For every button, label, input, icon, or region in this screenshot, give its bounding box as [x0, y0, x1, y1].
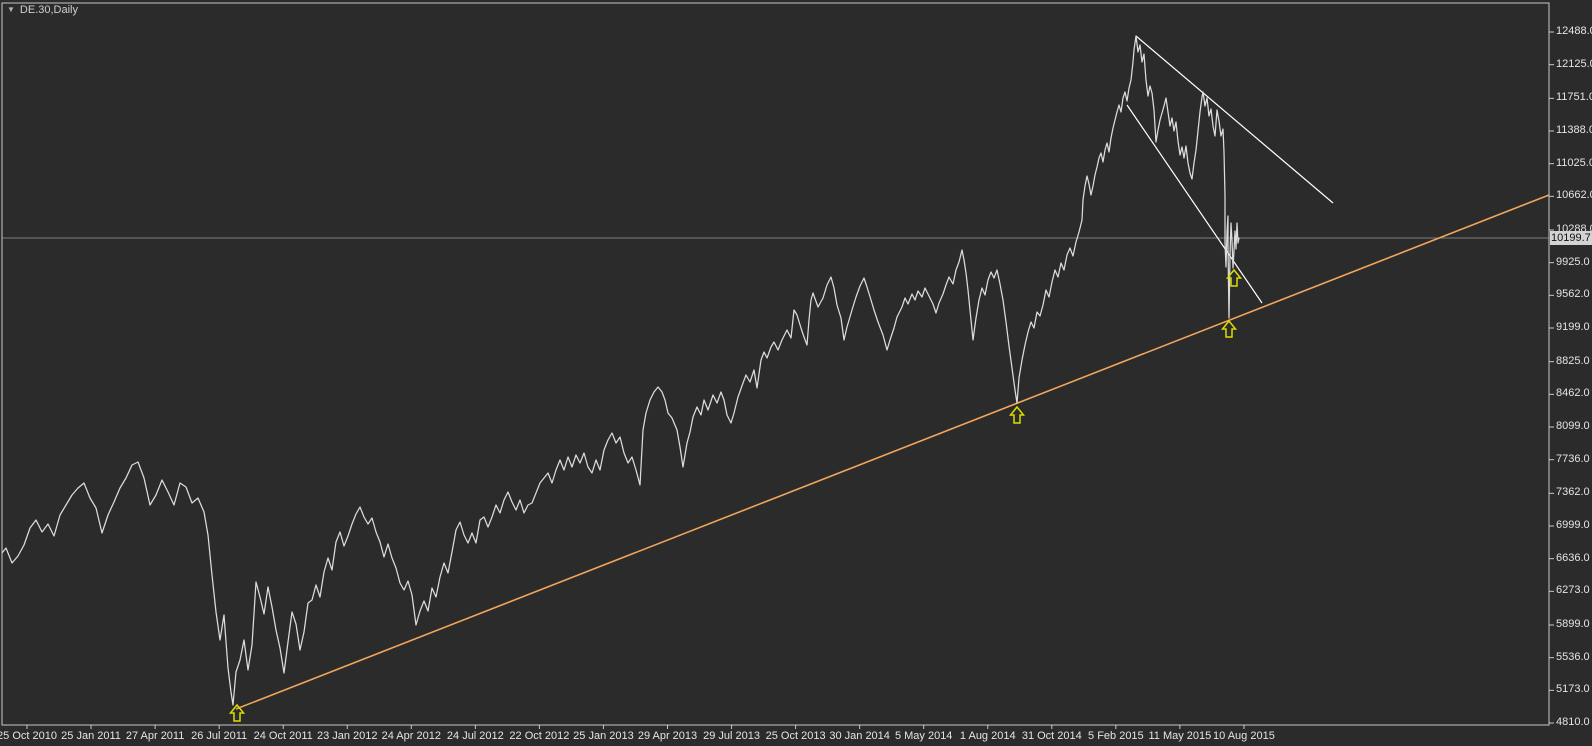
price-line[interactable] — [1, 35, 1240, 706]
symbol-timeframe-label: DE.30,Daily — [19, 4, 78, 16]
one-click-trading-toggle-icon[interactable]: ▼ — [7, 5, 15, 14]
up-arrow-marker[interactable] — [1220, 319, 1238, 338]
up-arrow-marker[interactable] — [1225, 268, 1243, 287]
current-price-marker: 10199.7 — [1550, 230, 1592, 245]
wedge-lower-trendline[interactable] — [1126, 104, 1263, 304]
chart-border — [1, 2, 1550, 726]
current-price-value: 10199.7 — [1551, 231, 1591, 244]
ascending-support-trendline[interactable] — [235, 194, 1550, 710]
up-arrow-marker[interactable] — [228, 703, 246, 722]
symbol-header: ▼ DE.30,Daily — [7, 4, 78, 16]
up-arrow-marker[interactable] — [1008, 405, 1026, 424]
wedge-upper-trendline[interactable] — [1135, 35, 1334, 204]
